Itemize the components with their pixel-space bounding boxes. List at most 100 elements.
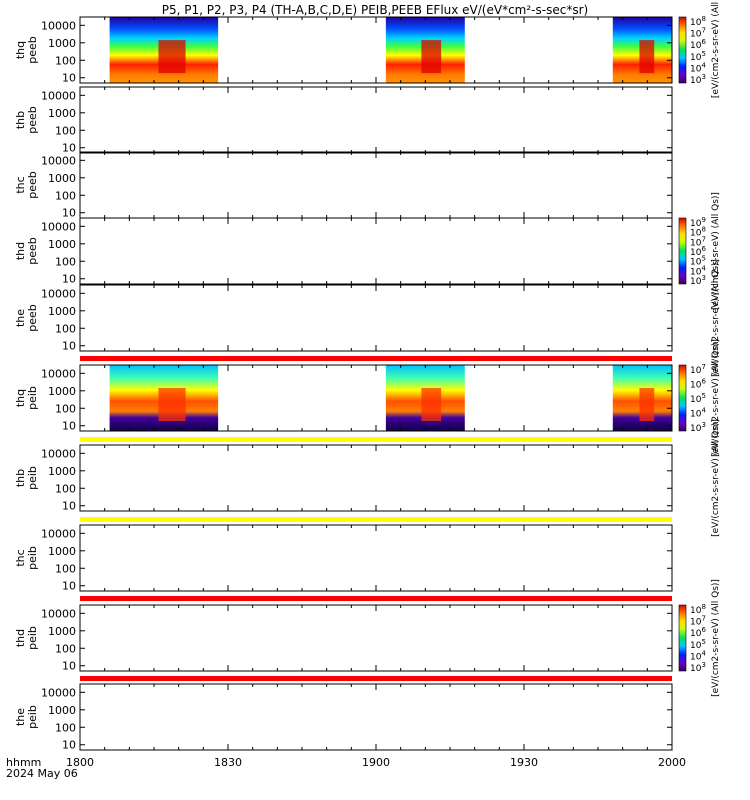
colorbar-scale (678, 364, 687, 432)
y-tick-label: 10 (62, 273, 76, 286)
colorbar-scale (678, 604, 687, 672)
panels: 10000100010010thqpeeb10000100010010thbpe… (14, 16, 673, 752)
time-axis: hhmm 2024 May 06 1800 1830 1900 1930 2000 (6, 756, 686, 780)
panel-label-probe: thd (14, 629, 27, 647)
colorbar-tick-exponent: 3 (701, 73, 705, 81)
panel-label-product: peib (26, 466, 39, 490)
panel-label: thqpeib (14, 386, 39, 410)
colorbar-tick-exponent: 5 (701, 638, 705, 646)
colorbar-tick-label: 106 (690, 378, 706, 391)
y-tick-label: 100 (55, 322, 76, 335)
colorbar-tick-exponent: 6 (701, 626, 706, 634)
panel-thb-peib: 10000 1000 100 10 thbpeib (14, 444, 673, 513)
panel-label-probe: thb (14, 111, 27, 129)
panel-label-product: peib (26, 386, 39, 410)
colorbar-tick-label: 103 (690, 421, 706, 434)
panel-label-probe: thc (14, 549, 27, 566)
panel-label: thepeeb (14, 304, 39, 332)
y-tick-label: 1000 (48, 545, 76, 558)
time-tick-label: 1930 (510, 756, 538, 769)
y-tick-label: 10000 (41, 89, 76, 102)
panel-the-peeb: 10000 1000 100 10 thepeeb (14, 284, 673, 353)
y-tick-label: 1000 (48, 704, 76, 717)
quality-flag-bar (80, 356, 672, 361)
colorbar-label: [eV/(cm2-s-sr-eV) (All Qs)] (711, 419, 721, 537)
colorbar-tick-exponent: 5 (701, 255, 705, 263)
y-tick-label: 100 (55, 255, 76, 268)
y-tick-label: 10000 (41, 220, 76, 233)
panel-thq-peeb: 10000 1000 100 10 thqpeeb (14, 16, 673, 85)
colorbar-tick-label: 103 (690, 661, 706, 674)
quality-flag-bar (80, 517, 672, 522)
spectrogram-feature (421, 388, 442, 422)
y-tick-label: 100 (55, 562, 76, 575)
panel-frame (79, 151, 673, 219)
panel-label: thqpeeb (14, 36, 39, 64)
spectrogram-feature (639, 388, 655, 422)
y-tick-label: 10000 (41, 527, 76, 540)
y-tick-label: 1000 (48, 385, 76, 398)
panel-thb-peeb: 10000 1000 100 10 thbpeeb (14, 86, 673, 155)
panel-label-probe: the (14, 708, 27, 726)
spectrogram-feature (639, 40, 655, 74)
spectrogram-feature (158, 40, 186, 74)
colorbar-tick-exponent: 3 (701, 274, 705, 282)
y-tick-label: 10000 (41, 447, 76, 460)
y-tick-label: 10000 (41, 367, 76, 380)
y-tick-label: 1000 (48, 625, 76, 638)
y-tick-label: 10000 (41, 607, 76, 620)
y-tick-label: 10 (62, 207, 76, 220)
y-tick-label: 1000 (48, 465, 76, 478)
colorbar-tick-exponent: 7 (701, 235, 705, 243)
colorbar-tick-exponent: 7 (701, 615, 705, 623)
colorbar-tick-exponent: 7 (701, 27, 705, 35)
colorbar-label: [eV/(cm2-s-sr-eV) (All Qs)] (711, 192, 721, 310)
y-tick-label: 10 (62, 142, 76, 155)
panel-frame (79, 524, 673, 592)
colorbar-tick-exponent: 8 (701, 226, 705, 234)
y-tick-label: 10000 (41, 287, 76, 300)
panel-label-product: peeb (26, 36, 39, 64)
time-tick-label: 2000 (658, 756, 686, 769)
panel-label-probe: thb (14, 469, 27, 487)
colorbar-tick-exponent: 5 (701, 50, 705, 58)
quality-flag-bar (80, 676, 672, 681)
quality-flag-bar (80, 596, 672, 601)
y-tick-label: 10 (62, 500, 76, 513)
y-tick-label: 100 (55, 721, 76, 734)
y-tick-label: 100 (55, 54, 76, 67)
figure-title: P5, P1, P2, P3, P4 (TH-A,B,C,D,E) PEIB,P… (162, 3, 588, 17)
panel-thd-peeb: 10000 1000 100 10 thdpeeb (14, 217, 673, 286)
y-tick-label: 10 (62, 580, 76, 593)
y-tick-label: 100 (55, 402, 76, 415)
colorbar-label: [eV/(cm2-s-sr-eV) (All Qs)] (711, 259, 721, 377)
y-tick-label: 1000 (48, 172, 76, 185)
panel-frame (79, 604, 673, 672)
panel-label-product: peeb (26, 237, 39, 265)
y-tick-label: 10 (62, 340, 76, 353)
y-tick-label: 10000 (41, 154, 76, 167)
panel-frame (79, 217, 673, 285)
colorbar-tick-exponent: 6 (701, 378, 706, 386)
time-tick-label: 1900 (362, 756, 390, 769)
colorbar-tick-exponent: 3 (701, 421, 705, 429)
panel-label-probe: thq (14, 41, 27, 59)
panel-thc-peeb: 10000 1000 100 10 thcpeeb (14, 151, 673, 220)
time-axis-ticks: 1800 1830 1900 1930 2000 (66, 756, 686, 769)
time-tick-label: 1830 (214, 756, 242, 769)
panel-label: thepeib (14, 705, 39, 729)
panel-thc-peib: 10000 1000 100 10 thcpeib (14, 524, 673, 593)
y-tick-label: 10 (62, 660, 76, 673)
panel-frame (79, 284, 673, 352)
y-tick-label: 100 (55, 482, 76, 495)
y-tick-label: 1000 (48, 238, 76, 251)
colorbar-tick-exponent: 3 (701, 661, 705, 669)
colorbar-scale (678, 217, 687, 285)
colorbar-tick-exponent: 9 (701, 216, 705, 224)
colorbar-tick-exponent: 6 (701, 245, 706, 253)
colorbar-label: [eV/(cm2-s-sr-eV) (All Qs)] (711, 579, 721, 697)
panel-thq-peib: 10000 1000 100 10 thqpeib (14, 364, 673, 433)
